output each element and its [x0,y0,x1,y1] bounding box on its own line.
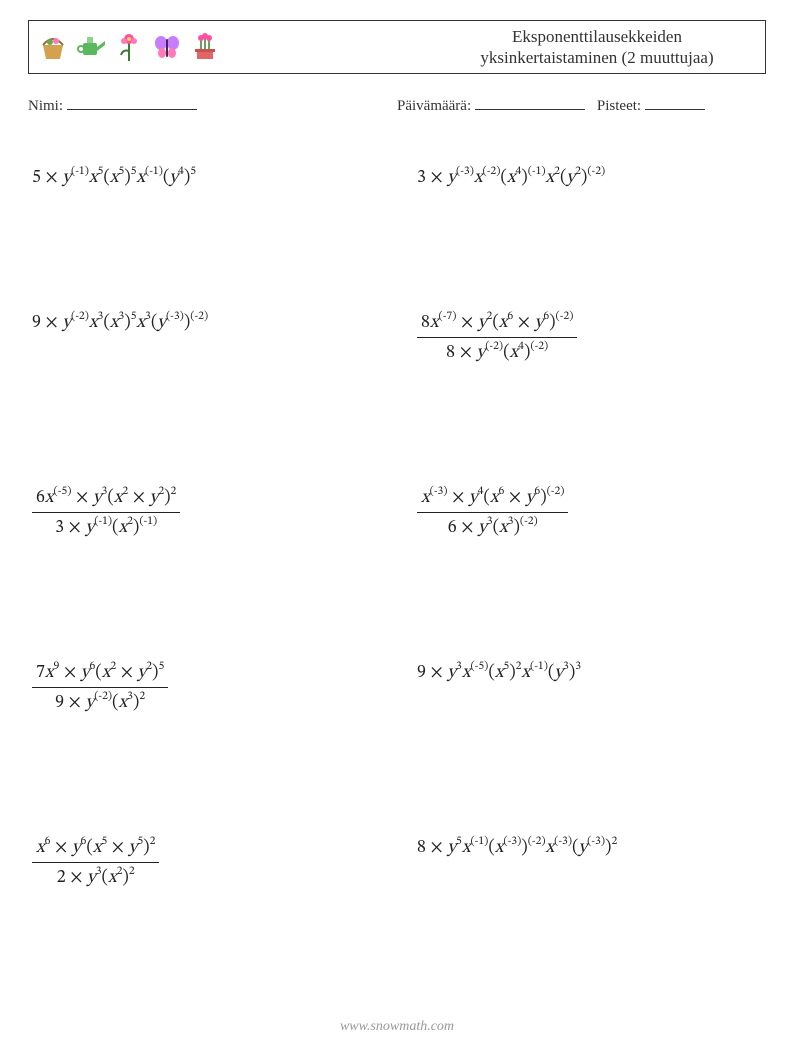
name-field: Nimi: [28,94,397,115]
name-blank[interactable] [67,94,197,110]
flower-stem-icon [113,31,145,63]
worksheet-title: Eksponenttilausekkeiden yksinkertaistami… [405,22,789,73]
name-label: Nimi: [28,98,63,114]
date-label: Päivämäärä: [397,98,471,114]
title-line-1: Eksponenttilausekkeiden [413,26,781,47]
score-field: Pisteet: [597,94,705,115]
problem-8: 9 × y3x(-5)(x5)2x(-1)(y3)3 [417,660,762,715]
butterfly-icon [151,31,183,63]
score-blank[interactable] [645,94,705,110]
header-box: Eksponenttilausekkeiden yksinkertaistami… [28,20,766,74]
problem-6: x(-3) × y4(x6 × y6)(-2)6 × y3(x3)(-2) [417,485,762,540]
flower-pot-icon [189,31,221,63]
header-icons [29,31,405,63]
date-blank[interactable] [475,94,585,110]
score-label: Pisteet: [597,98,641,114]
basket-icon [37,31,69,63]
problem-1: 5 × y(-1)x5(x5)5x(-1)(y4)5 [32,165,377,190]
problem-5: 6x(-5) × y3(x2 × y2)23 × y(-1)(x2)(-1) [32,485,377,540]
watering-can-icon [75,31,107,63]
problem-9: x6 × y6(x5 × y5)22 × y3(x2)2 [32,835,377,890]
problem-3: 9 × y(-2)x3(x3)5x3(y(-3))(-2) [32,310,377,365]
problem-4: 8x(-7) × y2(x6 × y6)(-2)8 × y(-2)(x4)(-2… [417,310,762,365]
title-line-2: yksinkertaistaminen (2 muuttujaa) [413,47,781,68]
problem-grid: 5 × y(-1)x5(x5)5x(-1)(y4)5 3 × y(-3)x(-2)… [28,165,766,890]
footer-url: www.snowmath.com [0,1019,794,1035]
problem-2: 3 × y(-3)x(-2)(x4)(-1)x2(y2)(-2) [417,165,762,190]
meta-row: Nimi: Päivämäärä: Pisteet: [28,94,766,115]
date-field: Päivämäärä: [397,94,585,115]
problem-10: 8 × y5x(-1)(x(-3))(-2)x(-3)(y(-3))2 [417,835,762,890]
worksheet-page: Eksponenttilausekkeiden yksinkertaistami… [0,0,794,1053]
problem-7: 7x9 × y6(x2 × y2)59 × y(-2)(x3)2 [32,660,377,715]
